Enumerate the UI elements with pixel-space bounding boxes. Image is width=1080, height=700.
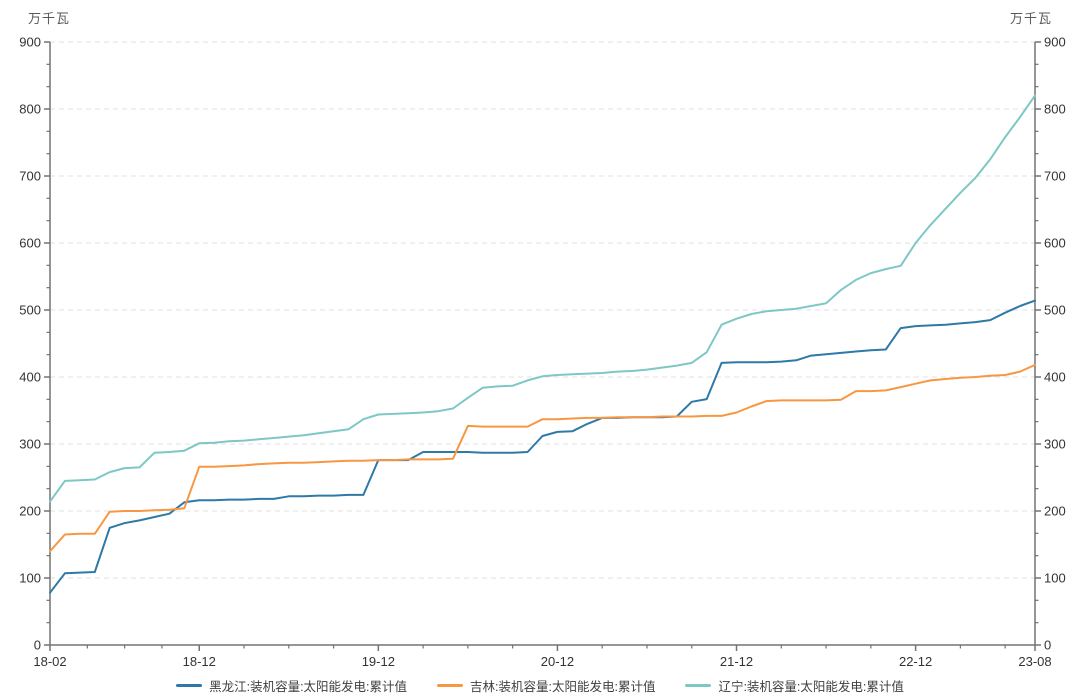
y-tick-label-right: 200 bbox=[1044, 504, 1066, 519]
y-axis-unit-label-right: 万千瓦 bbox=[1009, 11, 1052, 26]
series-line-liaoning bbox=[49, 94, 1036, 503]
y-tick-label-left: 400 bbox=[19, 370, 41, 385]
y-tick-label-left: 900 bbox=[19, 35, 41, 50]
legend-label-liaoning: 辽宁:装机容量:太阳能发电:累计值 bbox=[718, 680, 904, 694]
x-tick-label: 21-12 bbox=[720, 654, 753, 669]
legend-line-swatch-liaoning bbox=[685, 684, 712, 687]
series-line-heilongjiang bbox=[49, 299, 1036, 594]
y-tick-label-right: 900 bbox=[1044, 35, 1066, 50]
legend-item-liaoning[interactable]: 辽宁:装机容量:太阳能发电:累计值 bbox=[685, 676, 904, 695]
series-line-jilin bbox=[49, 363, 1036, 553]
y-tick-label-right: 0 bbox=[1044, 638, 1051, 653]
x-tick-label: 18-02 bbox=[33, 654, 66, 669]
x-tick-label: 20-12 bbox=[541, 654, 574, 669]
x-tick-label: 22-12 bbox=[899, 654, 932, 669]
y-tick-label-right: 100 bbox=[1044, 571, 1066, 586]
legend-item-jilin[interactable]: 吉林:装机容量:太阳能发电:累计值 bbox=[437, 676, 655, 695]
y-tick-label-right: 300 bbox=[1044, 437, 1066, 452]
y-tick-label-left: 300 bbox=[19, 437, 41, 452]
y-tick-label-right: 700 bbox=[1044, 169, 1066, 184]
y-tick-label-right: 500 bbox=[1044, 303, 1066, 318]
y-axis-unit-label-left: 万千瓦 bbox=[28, 11, 71, 26]
y-tick-label-left: 800 bbox=[19, 102, 41, 117]
y-tick-label-left: 200 bbox=[19, 504, 41, 519]
y-tick-label-left: 500 bbox=[19, 303, 41, 318]
y-tick-label-right: 800 bbox=[1044, 102, 1066, 117]
x-tick-label: 18-12 bbox=[183, 654, 216, 669]
y-tick-label-left: 600 bbox=[19, 236, 41, 251]
legend-item-heilongjiang[interactable]: 黑龙江:装机容量:太阳能发电:累计值 bbox=[176, 676, 407, 695]
legend-line-swatch-heilongjiang bbox=[176, 684, 203, 687]
y-tick-label-right: 600 bbox=[1044, 236, 1066, 251]
y-tick-label-left: 100 bbox=[19, 571, 41, 586]
x-tick-label: 23-08 bbox=[1018, 654, 1051, 669]
legend-line-swatch-jilin bbox=[437, 684, 464, 687]
y-tick-label-left: 700 bbox=[19, 169, 41, 184]
y-tick-label-left: 0 bbox=[34, 638, 41, 653]
legend-label-heilongjiang: 黑龙江:装机容量:太阳能发电:累计值 bbox=[209, 680, 408, 694]
x-tick-label: 19-12 bbox=[362, 654, 395, 669]
chart-canvas: 0 0 100 100 200 200 300 300 400 400 500 500 600 600 70… bbox=[19, 35, 1066, 670]
y-tick-label-right: 400 bbox=[1044, 370, 1066, 385]
chart-legend: 黑龙江:装机容量:太阳能发电:累计值 吉林:装机容量:太阳能发电:累计值 辽宁:装机… bbox=[0, 676, 1080, 695]
legend-label-jilin: 吉林:装机容量:太阳能发电:累计值 bbox=[470, 680, 656, 694]
